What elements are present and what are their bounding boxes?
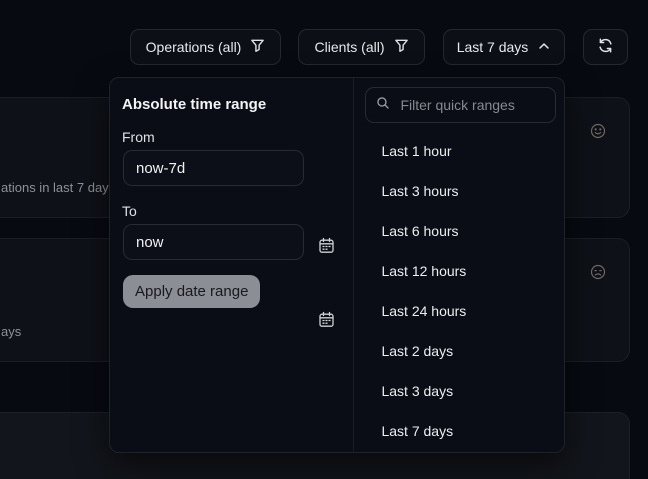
time-picker-dropdown: Absolute time range From To [109, 77, 565, 453]
quick-range-list: Last 1 hour Last 3 hours Last 6 hours La… [352, 131, 564, 451]
apply-date-range-button[interactable]: Apply date range [123, 275, 261, 308]
quick-range-option[interactable]: Last 24 hours [381, 303, 467, 319]
quick-ranges-section: Last 1 hour Last 3 hours Last 6 hours La… [352, 78, 564, 452]
clients-filter-button[interactable]: Clients (all) [298, 29, 425, 65]
quick-range-option[interactable]: Last 6 hours [381, 223, 459, 239]
refresh-icon [597, 37, 614, 57]
quick-range-option[interactable]: Last 3 hours [381, 183, 459, 199]
card-subtitle: ations in last 7 days [1, 180, 116, 195]
absolute-time-range-section: Absolute time range From To [110, 78, 352, 452]
quick-range-option[interactable]: Last 12 hours [381, 263, 467, 279]
card-subtitle: ays [1, 324, 22, 339]
funnel-icon [394, 38, 409, 56]
quick-range-option[interactable]: Last 3 days [381, 383, 454, 399]
to-input[interactable] [123, 224, 304, 260]
smiley-face-icon [590, 123, 606, 139]
quick-range-search-input[interactable] [398, 96, 546, 114]
calendar-icon[interactable] [318, 237, 335, 254]
quick-range-option[interactable]: Last 1 hour [381, 143, 452, 159]
quick-range-search[interactable] [365, 87, 557, 123]
from-label: From [122, 129, 155, 145]
refresh-button[interactable] [583, 29, 628, 65]
frowny-face-icon [590, 264, 606, 280]
time-range-label: Last 7 days [456, 39, 529, 55]
operations-filter-label: Operations (all) [145, 39, 242, 55]
funnel-icon [250, 38, 265, 56]
panel-divider [353, 78, 354, 452]
chevron-up-icon [537, 39, 551, 56]
absolute-time-range-title: Absolute time range [122, 96, 267, 113]
operations-filter-button[interactable]: Operations (all) [130, 29, 281, 65]
quick-range-option[interactable]: Last 2 days [381, 343, 454, 359]
search-icon [376, 96, 390, 115]
time-range-button[interactable]: Last 7 days [443, 29, 565, 65]
clients-filter-label: Clients (all) [314, 39, 385, 55]
calendar-icon[interactable] [318, 311, 335, 328]
quick-range-option[interactable]: Last 7 days [381, 423, 454, 439]
from-input[interactable] [123, 150, 304, 186]
to-label: To [122, 203, 137, 219]
